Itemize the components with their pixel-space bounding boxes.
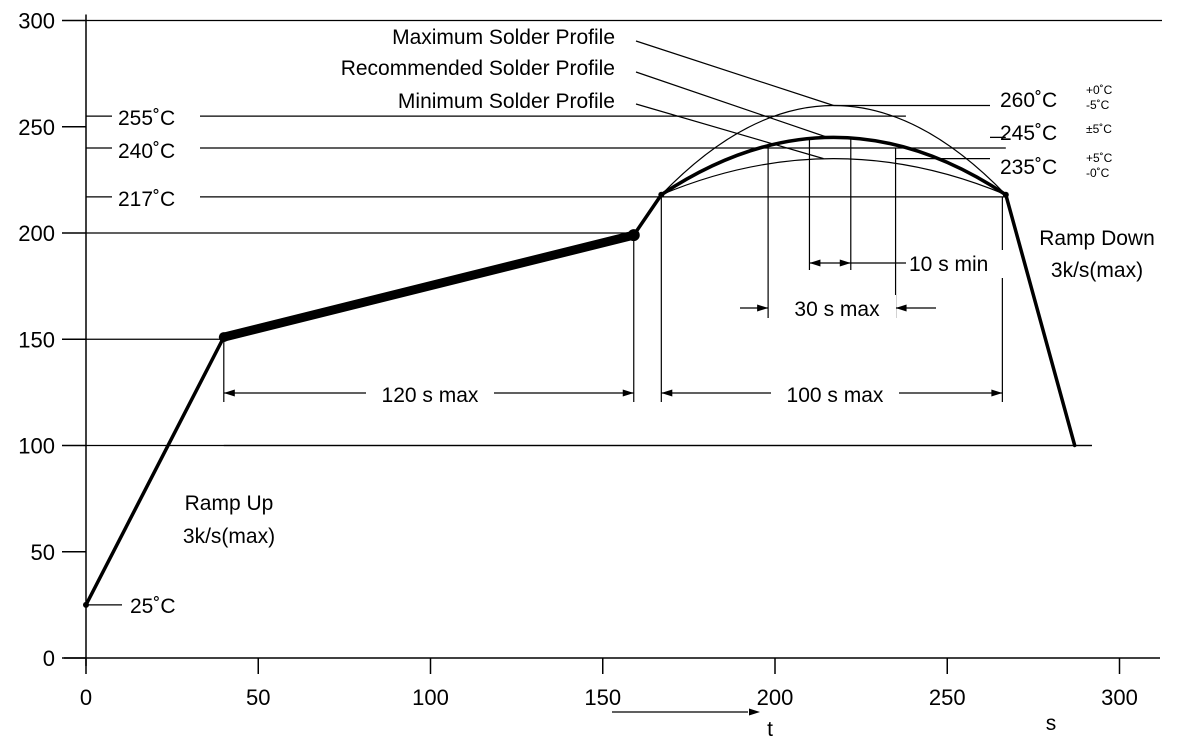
series-preheat	[219, 230, 639, 342]
label-backdrop	[112, 103, 200, 131]
x-tick-label: 250	[929, 685, 966, 710]
series-ramp-down	[1004, 193, 1077, 448]
label-backdrop	[771, 381, 899, 409]
profile-point	[1002, 191, 1009, 198]
y-tick-label: 50	[31, 540, 55, 565]
legend-minimum-profile: Minimum Solder Profile	[398, 90, 615, 113]
y-tick-label: 250	[18, 115, 55, 140]
temperature-labels-layer: 260˚C +0˚C -5˚C 245˚C ±5˚C 235˚C +5˚C -0…	[1000, 83, 1113, 180]
dim-near-peak-arrow-right	[895, 304, 907, 312]
start-temp-label: 25˚C	[130, 595, 176, 618]
temp-label-235: 235˚C	[1000, 156, 1057, 179]
reference-labels-layer: 255˚C 240˚C 217˚C 25˚C	[112, 103, 200, 618]
series-minimum-profile	[660, 158, 1007, 196]
temp-label-245-tol: ±5˚C	[1086, 122, 1112, 136]
ref-label-240: 240˚C	[118, 140, 175, 163]
temp-label-260: 260˚C	[1000, 89, 1057, 112]
x-tick-label: 150	[584, 685, 621, 710]
temp-label-260-upper: +0˚C	[1086, 83, 1113, 97]
axes-layer: 0 50 100 150 200 250 300 0 50 100 150 200 250 300	[18, 9, 1162, 716]
time-arrow-head	[749, 708, 760, 716]
y-tick-label: 200	[18, 221, 55, 246]
annotation-layer: Ramp Up 3k/s(max) Ramp Down 3k/s(max) 12…	[183, 227, 1155, 739]
x-tick-label: 300	[1101, 685, 1138, 710]
ramp-down-label-1: Ramp Down	[1039, 227, 1155, 250]
peak-time-label: 10 s min	[909, 253, 988, 276]
dim-peak-arrow-right	[839, 259, 851, 267]
reference-lines-layer	[86, 104, 1092, 606]
profile-point	[218, 332, 229, 343]
ramp-up-label-2: 3k/s(max)	[183, 525, 275, 548]
near-peak-time-label: 30 s max	[794, 298, 880, 321]
ramp-down-label-2: 3k/s(max)	[1051, 259, 1143, 282]
dim-peak-arrow-left	[809, 259, 821, 267]
y-tick-label: 150	[18, 327, 55, 352]
legend-leader-0	[635, 40, 834, 107]
time-arrow-label: t	[767, 718, 773, 739]
temp-label-235-lower: -0˚C	[1086, 166, 1110, 180]
y-tick-label: 300	[18, 9, 55, 34]
preheat-time-label: 120 s max	[382, 384, 479, 407]
label-backdrop	[366, 381, 494, 409]
dim-liquidus-arrow-right	[991, 389, 1003, 397]
profile-point	[627, 229, 640, 242]
legend-recommended-profile: Recommended Solder Profile	[341, 57, 615, 80]
series-ramp-up	[84, 335, 226, 607]
x-tick-label: 50	[246, 685, 270, 710]
series-ramp-to-liquidus	[632, 193, 664, 237]
y-tick-label: 0	[43, 646, 55, 671]
series-recommended-profile	[659, 135, 1008, 197]
profile-legend-layer: Maximum Solder Profile Recommended Solde…	[341, 26, 615, 113]
x-tick-label: 0	[80, 685, 92, 710]
profile-point	[658, 191, 665, 198]
label-backdrop	[112, 136, 200, 164]
profile-point	[83, 601, 89, 608]
dim-preheat-arrow-left	[223, 389, 235, 397]
temp-label-235-upper: +5˚C	[1086, 151, 1113, 165]
ref-label-217: 217˚C	[118, 188, 175, 211]
temp-label-260-lower: -5˚C	[1086, 98, 1110, 112]
y-tick-label: 100	[18, 434, 55, 459]
legend-leader-2	[635, 103, 824, 160]
liquidus-time-label: 100 s max	[787, 384, 884, 407]
label-backdrop	[778, 295, 896, 323]
series-layer	[83, 104, 1077, 608]
dim-liquidus-arrow-left	[661, 389, 673, 397]
series-maximum-profile	[660, 104, 1007, 196]
dim-preheat-arrow-right	[622, 389, 634, 397]
temp-label-245: 245˚C	[1000, 122, 1057, 145]
x-tick-label: 200	[757, 685, 794, 710]
legend-leader-1	[635, 71, 828, 138]
label-backdrop	[112, 184, 200, 212]
ramp-up-label-1: Ramp Up	[185, 492, 274, 515]
x-tick-label: 100	[412, 685, 449, 710]
dim-near-peak-arrow-left	[757, 304, 769, 312]
ref-label-255: 255˚C	[118, 107, 175, 130]
x-unit-label: s	[1046, 712, 1057, 735]
label-backdrop	[906, 250, 1004, 278]
legend-maximum-profile: Maximum Solder Profile	[392, 26, 615, 49]
dimension-layer	[223, 40, 1003, 402]
